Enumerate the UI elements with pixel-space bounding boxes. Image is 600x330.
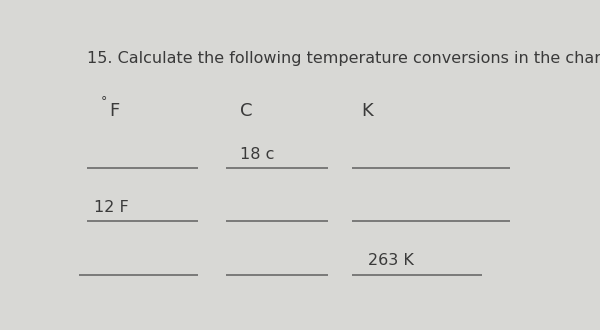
Text: F: F xyxy=(109,102,119,120)
Text: 263 K: 263 K xyxy=(368,253,414,268)
Text: 18 c: 18 c xyxy=(240,147,274,162)
Text: C: C xyxy=(240,102,253,120)
Text: 12 F: 12 F xyxy=(94,200,128,215)
Text: °: ° xyxy=(101,95,107,108)
Text: 15. Calculate the following temperature conversions in the chart below.: 15. Calculate the following temperature … xyxy=(86,51,600,66)
Text: K: K xyxy=(361,102,373,120)
